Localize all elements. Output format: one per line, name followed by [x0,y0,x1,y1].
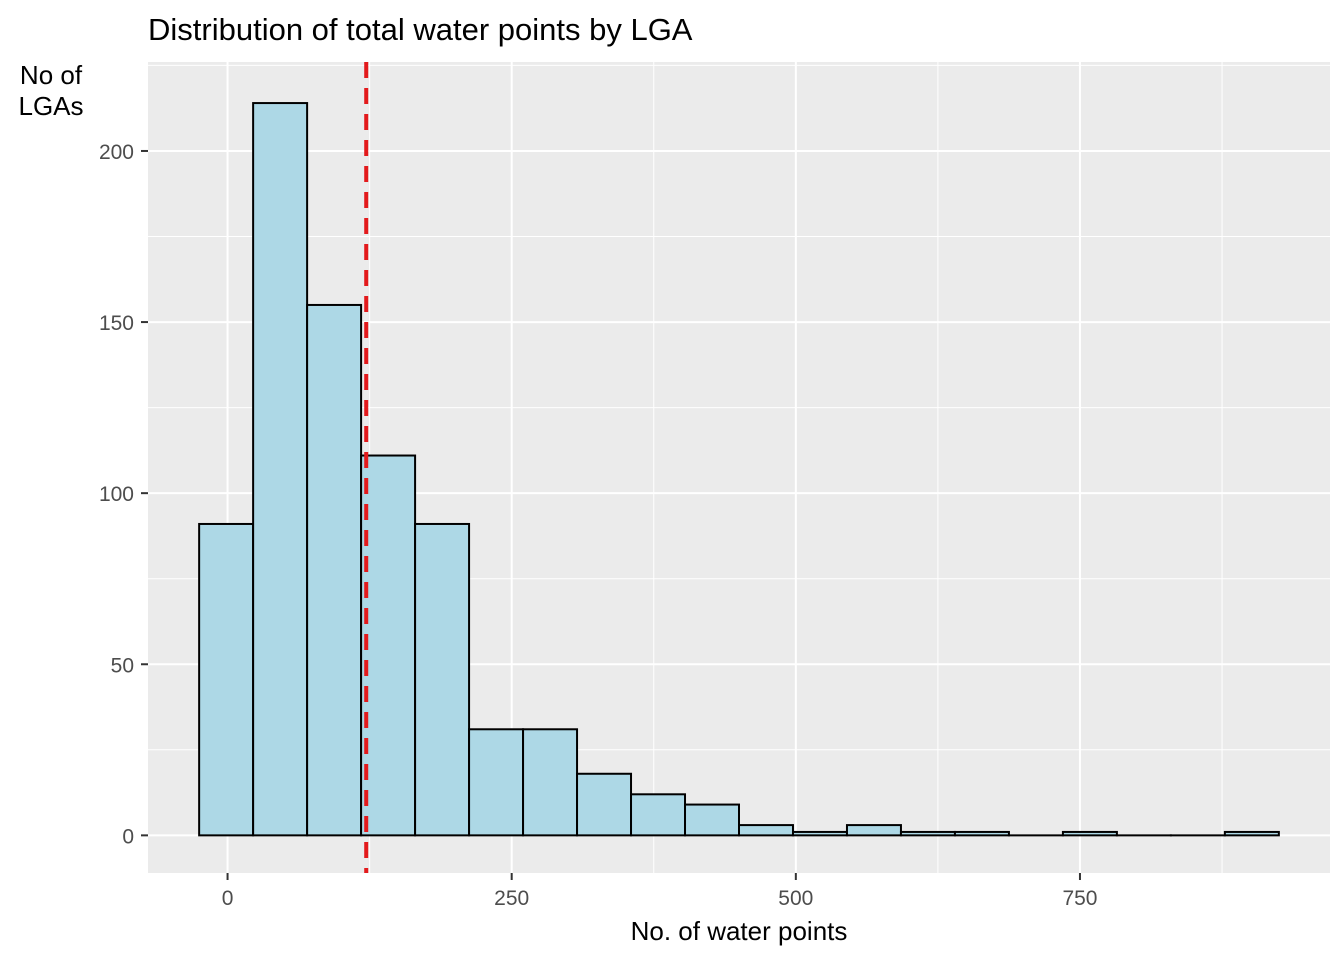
histogram-bar [522,728,579,837]
y-tick-label: 150 [99,312,134,335]
histogram-bar [684,803,740,837]
y-tick-label: 200 [99,141,134,164]
histogram-bar [414,522,471,837]
chart-title: Distribution of total water points by LG… [148,12,693,47]
histogram-bar [630,793,687,837]
histogram-bar [576,772,633,837]
y-axis-ticks: 0 50 100 150 200 [99,141,148,848]
x-axis-ticks: 0 250 500 750 [222,873,1097,910]
histogram-bar [252,102,309,837]
histogram-bar [198,522,255,837]
x-tick-label: 500 [778,887,813,910]
x-tick-label: 750 [1062,887,1097,910]
histogram-bar [845,824,902,837]
y-tick-label: 100 [99,483,134,506]
histogram-bar [899,830,956,837]
y-axis-title-line-1: No of [20,60,83,90]
y-tick-label: 0 [122,825,134,848]
histogram-bar [953,830,1010,837]
histogram-bars [198,102,1280,837]
x-tick-label: 250 [494,887,529,910]
histogram-bar [791,830,848,837]
histogram-bar [1061,830,1118,837]
y-tick-label: 50 [111,654,134,677]
histogram-bar [738,824,794,837]
x-axis-title: No. of water points [631,916,848,946]
histogram-bar [468,728,525,837]
x-tick-label: 0 [222,887,234,910]
histogram-bar [1223,830,1280,837]
histogram-bar [360,454,417,837]
y-axis-title-line-2: LGAs [18,91,83,121]
histogram-bar [306,303,363,837]
